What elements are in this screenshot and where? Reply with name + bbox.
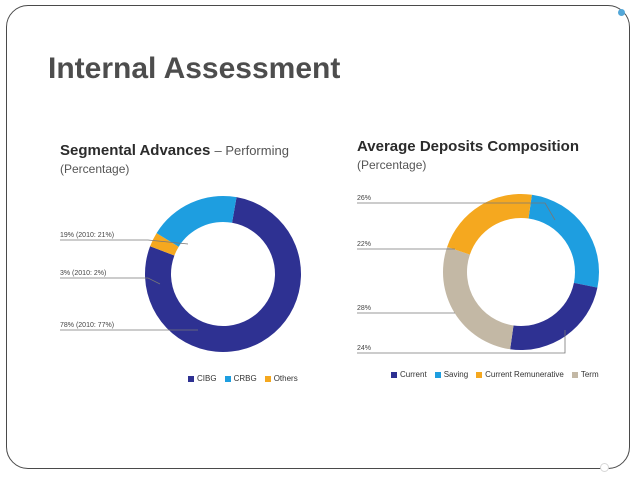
- chart-title: Segmental Advances – Performing: [60, 142, 289, 159]
- legend-label: CRBG: [233, 374, 257, 383]
- donut-chart-svg: 19% (2010: 21%) 3% (2010: 2%) 78% (2010: 7…: [60, 196, 302, 352]
- data-label: 28%: [357, 305, 371, 312]
- leader-line: [357, 330, 566, 354]
- legend-label: Term: [580, 370, 599, 379]
- donut-slice-saving: [528, 194, 599, 288]
- corner-dot-icon: [618, 9, 625, 16]
- legend-item: Term: [571, 370, 599, 379]
- leader-line: [60, 239, 189, 245]
- chart-legend: CIBG CRBG Others: [188, 374, 298, 383]
- data-label: 24%: [357, 345, 371, 352]
- leader-line: [357, 202, 556, 221]
- legend-swatch: [391, 371, 397, 378]
- legend-item: Current: [391, 370, 427, 379]
- data-label: 19% (2010: 21%): [60, 232, 114, 239]
- donut-slice-crbg: [156, 196, 237, 247]
- legend-swatch: [571, 371, 578, 378]
- legend-label: CIBG: [197, 374, 217, 383]
- chart-title: Average Deposits Composition: [357, 138, 579, 155]
- data-label: 78% (2010: 77%): [60, 322, 114, 329]
- corner-dot-icon: [600, 463, 609, 472]
- data-label: 3% (2010: 2%): [60, 270, 106, 277]
- donut-slice-term: [443, 246, 514, 350]
- legend-swatch: [476, 371, 483, 378]
- legend-item: CRBG: [224, 374, 257, 383]
- slide-title: Internal Assessment: [48, 52, 341, 85]
- chart-legend: Current Saving Current Remunerative Term: [391, 370, 599, 379]
- donut-slice-others: [150, 233, 179, 256]
- segmental-advances-chart: Segmental Advances – Performing (Percent…: [48, 134, 318, 392]
- legend-label: Current: [400, 370, 427, 379]
- chart-subtitle: (Percentage): [357, 158, 427, 172]
- donut-slice-current: [510, 282, 598, 350]
- average-deposits-chart: Average Deposits Composition (Percentage…: [345, 130, 605, 392]
- legend-label: Saving: [443, 370, 469, 379]
- data-label: 22%: [357, 241, 371, 248]
- legend-label: Current Remunerative: [485, 370, 564, 379]
- chart-title-suffix: – Performing: [214, 143, 289, 158]
- chart-title-text: Segmental Advances: [60, 142, 211, 159]
- legend-swatch: [264, 375, 271, 382]
- legend-swatch: [224, 375, 231, 382]
- legend-swatch: [434, 371, 441, 378]
- donut-slice-current-remunerative: [447, 194, 532, 255]
- data-label: 26%: [357, 195, 371, 202]
- donut-slice-cibg: [145, 197, 302, 352]
- legend-item: Current Remunerative: [476, 370, 564, 379]
- leader-line: [60, 277, 161, 285]
- legend-label: Others: [273, 374, 298, 383]
- legend-item: Saving: [434, 370, 469, 379]
- legend-item: CIBG: [188, 374, 217, 383]
- chart-subtitle: (Percentage): [60, 162, 130, 176]
- legend-item: Others: [264, 374, 298, 383]
- donut-chart-svg: 26% 22% 28% 24%: [357, 194, 599, 354]
- legend-swatch: [188, 375, 194, 382]
